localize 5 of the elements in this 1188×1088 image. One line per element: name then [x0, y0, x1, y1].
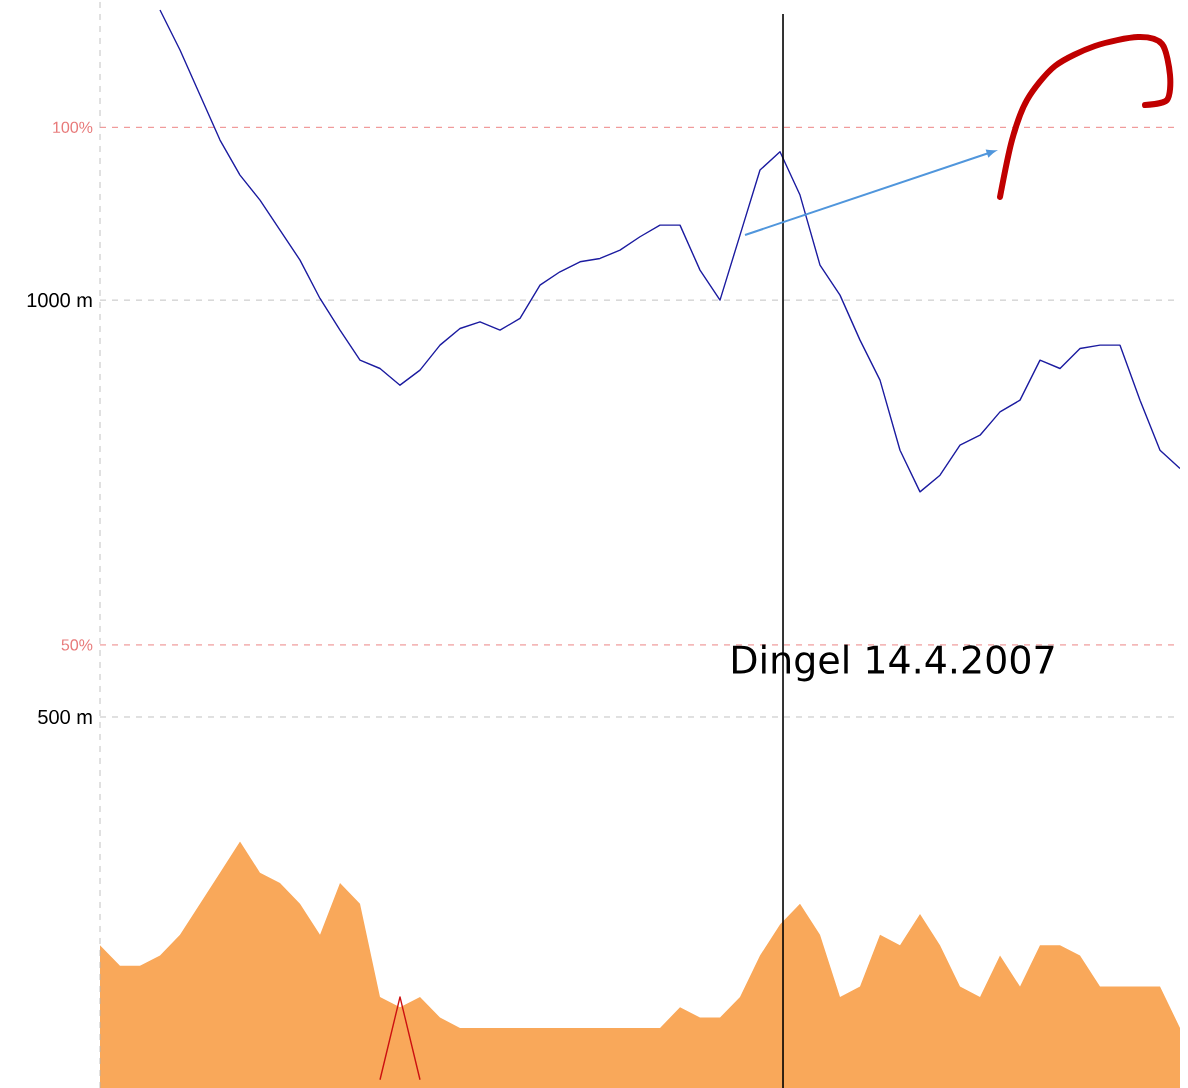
y2-tick-label: 50% — [61, 639, 93, 651]
line-series — [159, 9, 1181, 493]
y-tick-label: 500 m — [38, 709, 92, 725]
y-tick-label: 1000 m — [27, 293, 92, 308]
y2-tick-label: 100% — [53, 121, 93, 133]
